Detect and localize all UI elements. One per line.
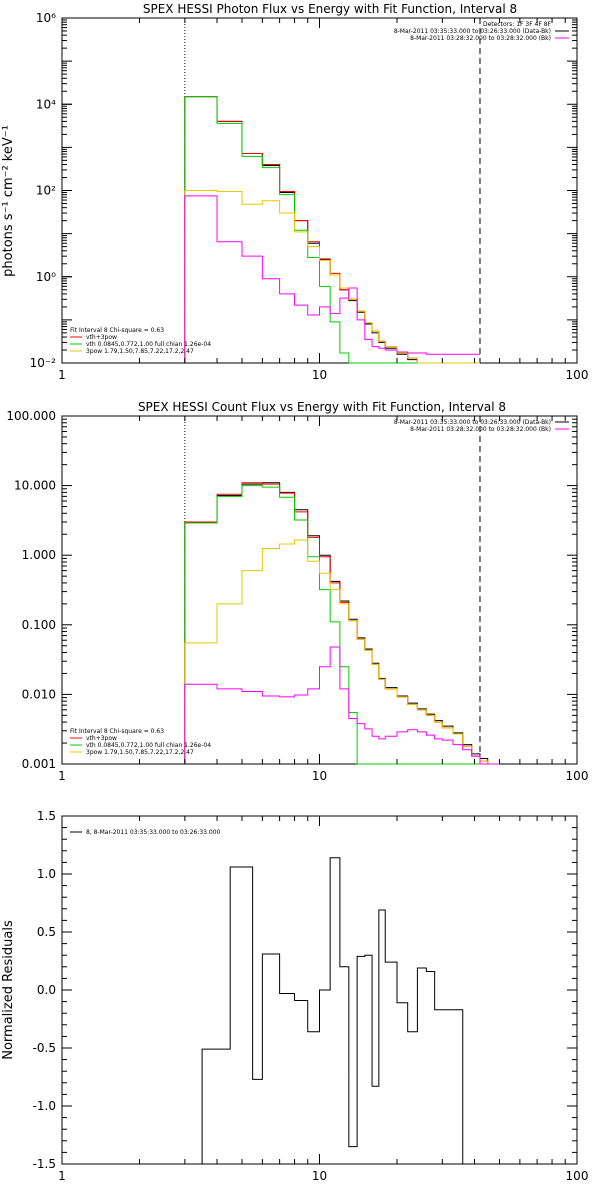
y-tick-label: -0.5: [33, 1041, 56, 1055]
count-flux-ticks: 1 10 100 0.001 0.010 0.100 1.000 10.000 100.000: [6, 409, 588, 783]
y-tick-label: 0.0: [37, 983, 56, 997]
count-flux-panel: SPEX HESSI Count Flux vs Energy with Fit…: [6, 400, 588, 783]
x-tick-label: 100: [566, 769, 589, 783]
legend-entry-label: 3pow 1.79,1.50,7.85,7.22,17.2,2.47: [86, 348, 194, 355]
y-tick-label: 1.5: [37, 809, 56, 823]
y-tick-label: 10⁻²: [30, 356, 57, 370]
count-flux-series-group: [184, 482, 500, 765]
x-tick-label: 1: [58, 1169, 66, 1183]
y-tick-label: 1.0: [37, 867, 56, 881]
photon-flux-panel: SPEX HESSI Photon Flux vs Energy with Fi…: [1, 2, 588, 382]
legend-entry-label: 8-Mar-2011 03:35:33.000 to 03:26:33.000 …: [394, 419, 551, 426]
y-tick-label: 10⁴: [36, 97, 56, 111]
x-tick-label: 10: [312, 769, 327, 783]
y-tick-label: 0.5: [37, 925, 56, 939]
legend-entry-label: 8-Mar-2011 03:28:32.000 to 03:28:32.000 …: [410, 35, 551, 42]
residuals-series-group: [184, 857, 480, 1165]
x-tick-label: 100: [566, 1169, 589, 1183]
y-tick-label: 10²: [36, 184, 56, 198]
photon-flux-vlines: [184, 18, 481, 363]
x-tick-label: 10: [312, 1169, 327, 1183]
count-flux-legend-top-right: 8-Mar-2011 03:35:33.000 to 03:26:33.000 …: [394, 419, 569, 433]
photon-flux-title: SPEX HESSI Photon Flux vs Energy with Fi…: [143, 2, 517, 16]
residuals-panel: Normalized Residuals 1 10 100 -1.5 -1.0 -0.5 0…: [1, 809, 588, 1183]
y-tick-label: -1.5: [33, 1157, 56, 1171]
residuals-ylabel: Normalized Residuals: [1, 920, 16, 1060]
x-tick-label: 10: [312, 368, 327, 382]
photon-flux-series-group: [184, 96, 480, 364]
x-tick-label: 1: [58, 769, 66, 783]
legend-entry-label: vth 0.0845,0.772,1.00 full chian 1.26e-0…: [86, 341, 211, 348]
y-tick-label: 10⁶: [36, 11, 56, 25]
legend-entry-label: 8-Mar-2011 03:28:32.000 to 03:28:32.000 …: [410, 426, 551, 433]
y-tick-label: -1.0: [33, 1099, 56, 1113]
count-flux-title: SPEX HESSI Count Flux vs Energy with Fit…: [138, 400, 506, 414]
y-tick-label: 0.100: [22, 618, 56, 632]
legend-entry-label: vth 0.0845,0.772,1.00 full chian 1.26e-0…: [86, 742, 211, 749]
y-tick-label: 0.001: [22, 757, 56, 771]
count-flux-series-Bk-4: [184, 646, 500, 765]
legend-entry-label: Fit Interval 8 Chi-square = 0.63: [70, 728, 164, 735]
legend-entry-label: 3pow 1.79,1.50,7.85,7.22,17.2,2.47: [86, 749, 194, 756]
count-flux-series-3pow-3: [184, 539, 500, 765]
legend-entry-label: 8-Mar-2011 03:35:33.000 to 03:26:33.000 …: [394, 28, 551, 35]
photon-flux-legend-bottom-left: Fit Interval 8 Chi-square = 0.63vth+3pow…: [70, 327, 211, 355]
count-flux-series-vth-2: [184, 485, 500, 765]
photon-flux-ticks: 1 10 100 10⁻² 10⁰ 10² 10⁴ 10⁶: [30, 11, 589, 382]
photon-flux-series-Bk-4: [184, 195, 480, 363]
x-tick-label: 1: [58, 368, 66, 382]
x-tick-label: 100: [566, 368, 589, 382]
count-flux-legend-bottom-left: Fit Interval 8 Chi-square = 0.63vth+3pow…: [70, 728, 211, 756]
y-tick-label: 100.000: [6, 409, 56, 423]
residuals-legend-top-left: 8, 8-Mar-2011 03:35:33.000 to 03:26:33.0…: [70, 829, 221, 836]
legend-entry-label: vth+3pow: [86, 735, 117, 742]
y-tick-label: 0.010: [22, 687, 56, 701]
residuals-ticks: 1 10 100 -1.5 -1.0 -0.5 0.0 0.5 1.0 1.5: [33, 809, 589, 1183]
y-tick-label: 10⁰: [36, 270, 56, 284]
legend-entry-label: 8, 8-Mar-2011 03:35:33.000 to 03:26:33.0…: [86, 829, 221, 836]
residuals-series-8-0: [184, 857, 480, 1165]
photon-flux-ylabel: photons s⁻¹ cm⁻² keV⁻¹: [1, 125, 16, 277]
photon-flux-legend-top-right: Detectors: 1F 3F 4F 8F8-Mar-2011 03:35:3…: [394, 21, 569, 42]
y-tick-label: 1.000: [22, 548, 56, 562]
y-tick-label: 10.000: [14, 479, 56, 493]
legend-entry-label: vth+3pow: [86, 334, 117, 341]
legend-entry-label: Detectors: 1F 3F 4F 8F: [483, 21, 552, 28]
legend-entry-label: Fit Interval 8 Chi-square = 0.63: [70, 327, 164, 334]
